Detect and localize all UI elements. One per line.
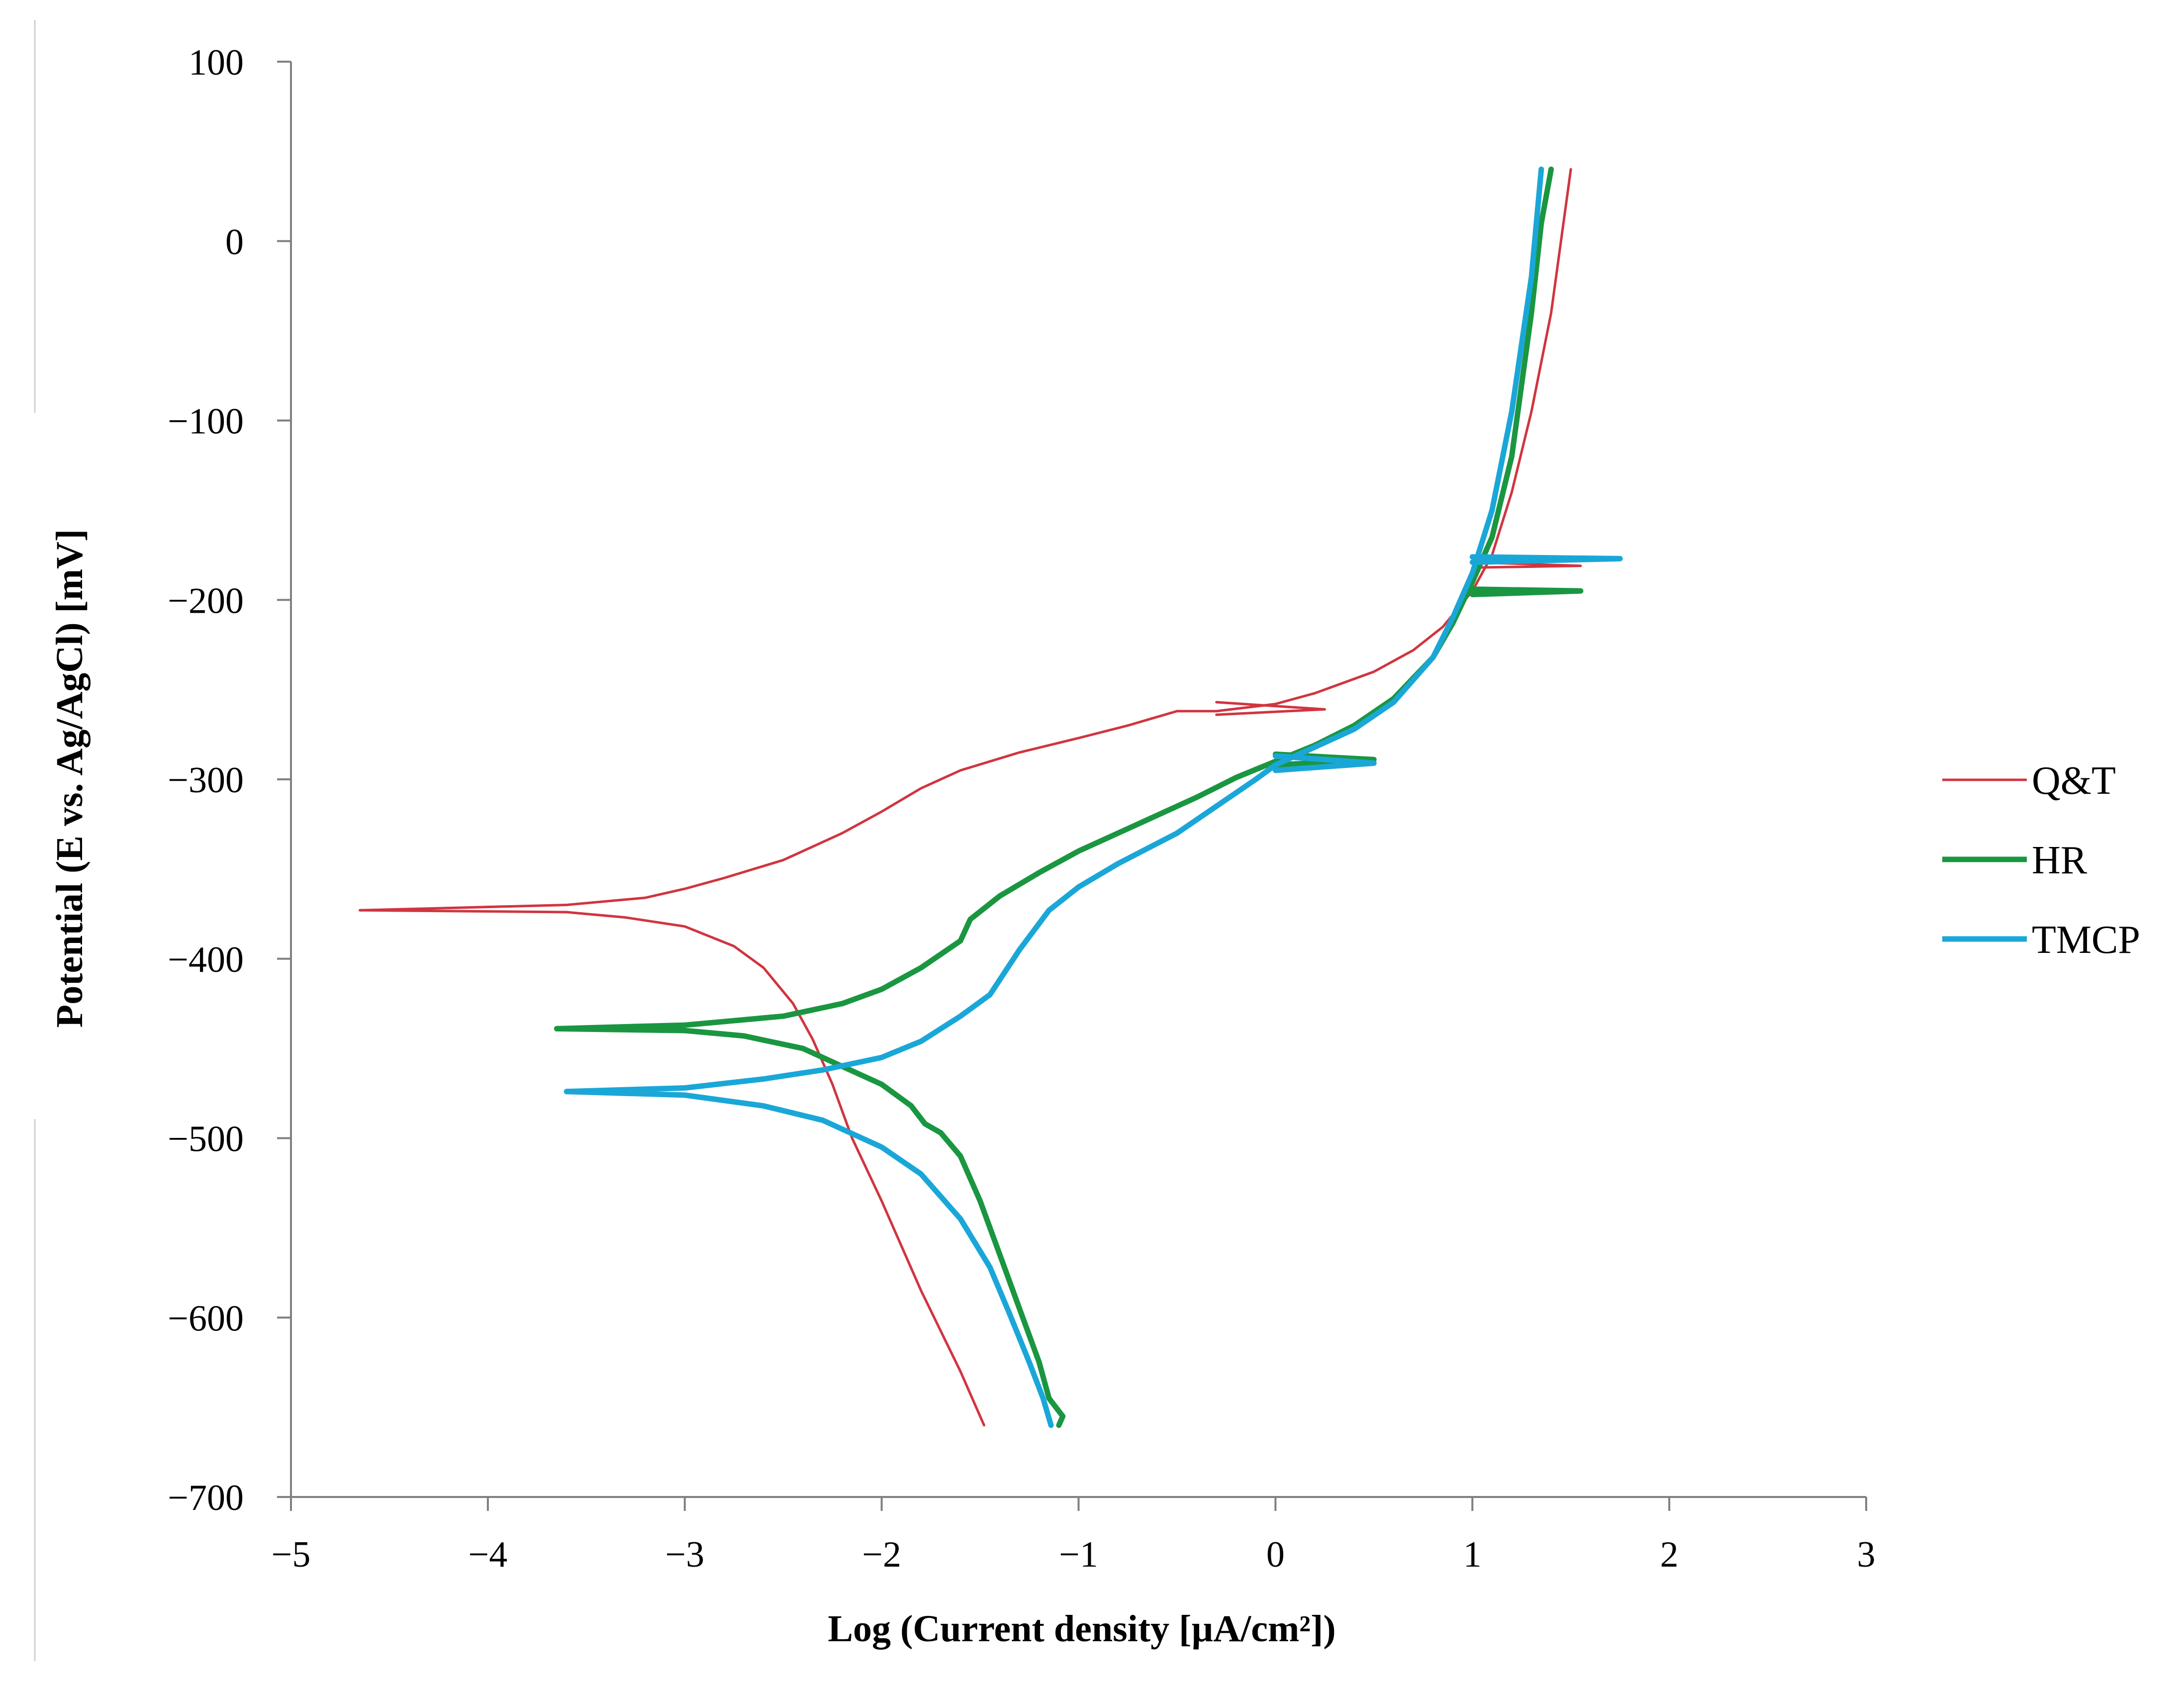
x-tick-label: −4	[469, 1534, 508, 1575]
x-tick-label: 2	[1660, 1534, 1679, 1575]
series-q-t-spike-hi-line	[1215, 701, 1326, 716]
series-tmcp-spike-lo-line	[1469, 554, 1623, 565]
series-q-t-cathodic-line	[359, 909, 985, 1427]
series-tmcp-cathodic-line	[564, 1089, 1054, 1428]
y-axis-title: Potential (E vs. Ag/AgCl) [mV]	[49, 529, 91, 1028]
legend: Q&T HR TMCP	[1942, 759, 2140, 962]
x-tick-label: 1	[1463, 1534, 1482, 1575]
x-tick-label: 3	[1857, 1534, 1876, 1575]
legend-label-hr: HR	[2032, 839, 2088, 882]
legend-label-q-t: Q&T	[2032, 759, 2116, 803]
y-tick-label: −500	[168, 1119, 244, 1160]
x-tick-label: −3	[665, 1534, 704, 1575]
series-tmcp-anodic-line	[564, 166, 1544, 1095]
y-tick-label: −600	[168, 1298, 244, 1339]
y-axis-ticks: 100 0 −100 −200 −300 −400 −500 −600 −700	[168, 42, 291, 1518]
y-tick-label: −200	[168, 580, 244, 621]
series-hr-anodic-line	[554, 166, 1554, 1031]
x-tick-label: −1	[1059, 1534, 1098, 1575]
y-tick-label: 100	[189, 42, 244, 83]
x-tick-label: −2	[862, 1534, 901, 1575]
y-tick-label: −100	[168, 401, 244, 442]
legend-label-tmcp: TMCP	[2032, 918, 2140, 962]
series-hr-cathodic-line	[554, 1026, 1066, 1428]
x-axis-title: Log (Current density [µA/cm²])	[828, 1608, 1335, 1650]
series-hr-spike-lo-line	[1469, 586, 1584, 597]
y-tick-label: 0	[225, 222, 244, 263]
x-tick-label: 0	[1266, 1534, 1285, 1575]
y-tick-label: −700	[168, 1478, 244, 1518]
x-axis-ticks: −5 −4 −3 −2 −1 0 1 2 3	[272, 1497, 1876, 1575]
x-tick-label: −5	[272, 1534, 311, 1575]
series-group	[359, 166, 1623, 1428]
y-tick-label: −400	[168, 939, 244, 980]
y-tick-label: −300	[168, 760, 244, 801]
series-q-t-anodic-line	[359, 168, 1572, 912]
series-tmcp-spike-hi-line	[1272, 753, 1377, 773]
